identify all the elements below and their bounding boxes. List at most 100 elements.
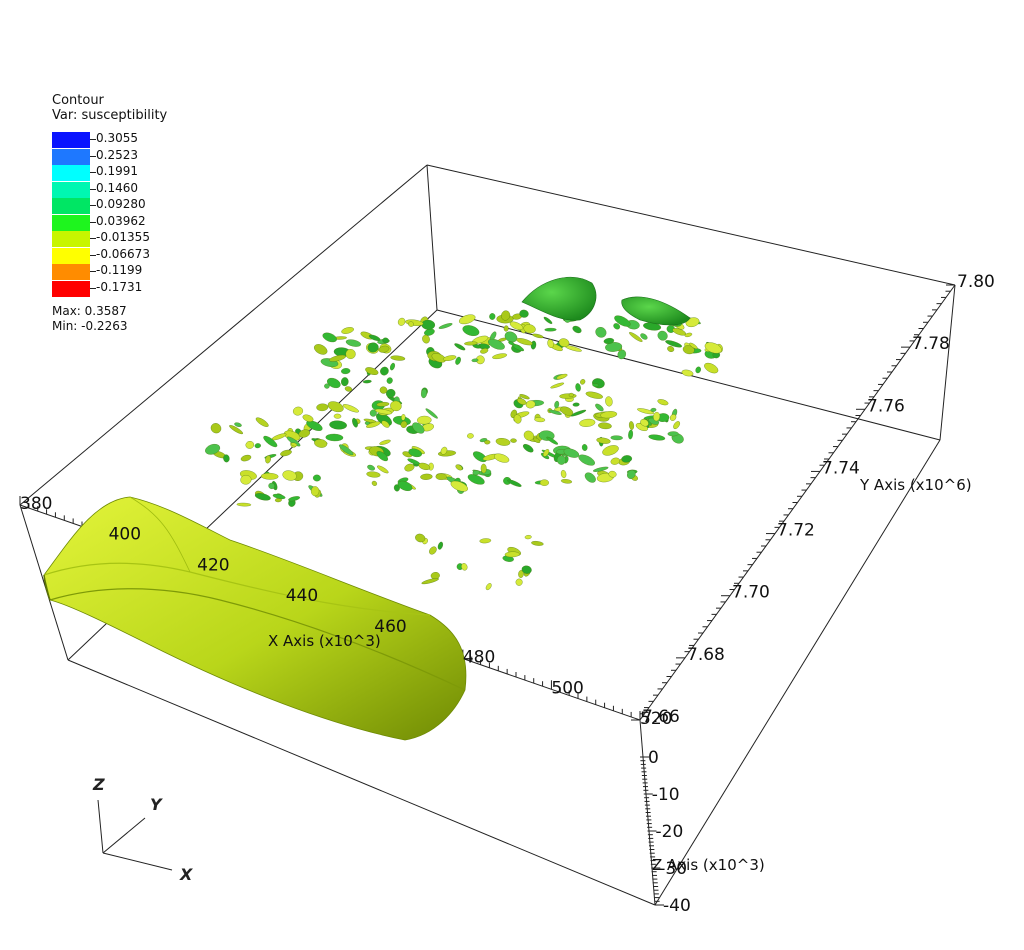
isosurface-blob [578,454,595,466]
isosurface-blob [377,465,389,474]
isosurface-blob [610,435,623,441]
isosurface-blob [602,445,619,456]
isosurface-blob [420,473,433,480]
isosurface-blob [685,317,700,328]
legend-swatch [52,198,90,214]
y-axis-tick-label: 7.74 [822,458,860,478]
isosurface-blob [263,435,278,448]
isosurface-blob [689,342,698,350]
isosurface-blob [367,342,379,353]
legend-level-label: 0.1991 [96,164,138,178]
isosurface-blob [610,457,620,465]
triad-z-label: Z [92,775,105,794]
isosurface-blob [352,417,358,428]
isosurface-blob [556,455,566,465]
isosurface-blob [592,466,609,472]
isosurface-blob [523,324,536,334]
isosurface-blob [366,471,381,478]
legend-swatch [52,247,90,264]
isosurface-blob [368,334,381,341]
isosurface-blob [495,438,511,446]
isosurface-blob [614,315,631,327]
isosurface-blob [292,406,304,416]
large-green-body [521,276,691,326]
legend-swatch [52,214,90,231]
legend-tick [90,205,96,206]
legend-level-label: 0.09280 [96,197,146,211]
isosurface-blob [532,333,544,339]
isosurface-blob [504,551,520,558]
isosurface-blob [480,463,487,474]
isosurface-blob [543,316,553,324]
legend-level-label: -0.1199 [96,263,143,277]
isosurface-blob [516,398,527,405]
isosurface-blob [485,583,492,591]
isosurface-blob [210,423,222,434]
isosurface-blob [667,431,679,437]
isosurface-blob [581,444,588,451]
isosurface-blob [547,339,554,348]
isosurface-blob [376,402,390,407]
isosurface-blob [438,323,453,329]
isosurface-blob [339,444,354,456]
x-axis-tick-label: 520 [640,709,672,729]
isosurface-blob [345,339,362,347]
isosurface-blob [421,388,427,399]
isosurface-blob [415,533,426,543]
isosurface-blob [464,341,478,346]
isosurface-blob [480,348,489,354]
legend-min: Min: -0.2263 [52,319,128,333]
isosurface-blob [516,338,533,346]
isosurface-blob [640,333,648,340]
legend-level-label: 0.2523 [96,147,138,162]
legend-swatch [52,264,90,280]
isosurface-blob [379,386,388,394]
legend-variable: Var: susceptibility [52,108,168,123]
z-axis-tick-label: -10 [652,785,680,805]
orientation-triad [97,799,173,871]
isosurface-blob [345,349,356,359]
isosurface-blob [640,418,649,427]
y-axis-tick-label: 7.72 [777,521,815,541]
isosurface-blob [386,377,393,384]
isosurface-blobs [205,308,723,591]
x-axis-tick-label: 460 [374,617,406,637]
legend-level-label: -0.1731 [96,279,143,294]
isosurface-blob [508,341,515,346]
isosurface-blob [322,332,337,343]
isosurface-blob [617,349,627,360]
isosurface-blob [382,337,389,344]
isosurface-blob [568,392,574,398]
isosurface-blob [240,454,252,462]
isosurface-blob [613,323,621,330]
isosurface-blob [458,314,476,325]
x-axis-tick-label: 400 [109,525,141,545]
isosurface-blob [429,546,437,555]
isosurface-blob [608,470,617,478]
isosurface-blob [291,442,298,447]
isosurface-blob [556,373,568,380]
isosurface-blob [501,310,511,321]
isosurface-blob [306,420,323,431]
isosurface-blob [667,346,675,352]
isosurface-blob [493,453,510,463]
isosurface-blob [524,535,532,540]
legend-swatch [52,165,90,181]
isosurface-blob [344,386,353,392]
legend-tick [90,271,96,272]
isosurface-blob [376,451,389,462]
isosurface-blob [362,379,372,384]
y-axis-label: Y Axis (x10^6) [859,476,972,494]
isosurface-blob [467,474,485,485]
isosurface-blob [704,362,719,374]
isosurface-blob [272,493,286,500]
isosurface-blob [312,474,321,482]
legend-swatch [52,231,90,247]
z-axis-label: Z Axis (x10^3) [652,856,765,874]
isosurface-blob [417,415,432,425]
isosurface-blob [381,420,390,428]
isosurface-blob [366,421,381,428]
isosurface-blob [484,440,491,445]
isosurface-blob [454,343,466,351]
